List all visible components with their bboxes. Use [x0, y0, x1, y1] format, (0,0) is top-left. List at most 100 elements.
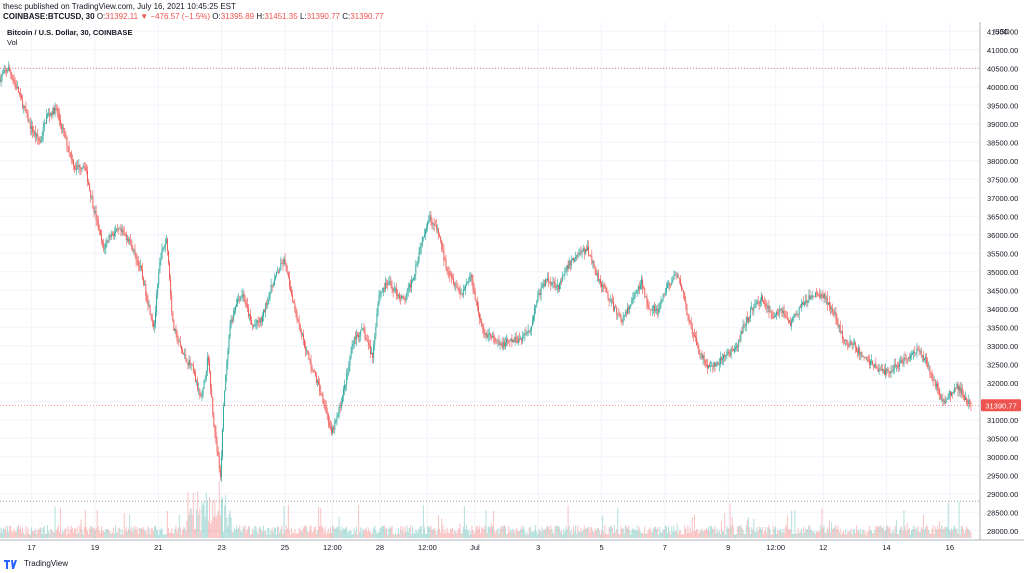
candle-body-660 — [712, 365, 714, 368]
candle-body-368 — [396, 294, 398, 296]
volume-bar-637 — [687, 525, 689, 538]
candle-body-787 — [849, 341, 851, 347]
volume-bar-491 — [529, 526, 531, 538]
candle-body-140 — [150, 314, 152, 319]
candle-body-124 — [133, 250, 135, 252]
volume-bar-154 — [165, 533, 167, 538]
candle-body-789 — [851, 342, 853, 346]
candle-body-815 — [879, 368, 881, 370]
candle-body-359 — [387, 283, 389, 286]
volume-bar-740 — [798, 532, 800, 538]
volume-bar-363 — [391, 525, 393, 538]
volume-bar-779 — [840, 534, 842, 538]
candle-body-382 — [412, 280, 414, 281]
volume-bar-344 — [371, 533, 373, 538]
candle-body-888 — [958, 386, 960, 391]
volume-bar-894 — [965, 530, 967, 538]
volume-bar-610 — [658, 534, 660, 538]
volume-bar-347 — [374, 525, 376, 538]
volume-bar-497 — [536, 531, 538, 538]
candle-body-430 — [463, 289, 465, 290]
candle-body-497 — [536, 301, 538, 306]
volume-bar-684 — [738, 526, 740, 538]
candle-body-587 — [633, 297, 635, 299]
candle-body-386 — [416, 264, 418, 266]
volume-bar-727 — [784, 527, 786, 538]
volume-bar-362 — [390, 527, 392, 538]
candle-body-835 — [901, 359, 903, 362]
volume-bar-370 — [399, 533, 401, 538]
volume-bar-665 — [717, 532, 719, 538]
candle-body-502 — [541, 286, 543, 288]
volume-bar-38 — [40, 527, 42, 538]
candle-body-111 — [119, 228, 121, 230]
volume-bar-40 — [42, 527, 44, 538]
volume-bar-50 — [53, 532, 55, 538]
candle-body-839 — [905, 358, 907, 359]
volume-bar-617 — [665, 526, 667, 538]
candle-body-616 — [664, 292, 666, 295]
volume-bar-434 — [468, 529, 470, 538]
open-label: O: — [96, 12, 106, 21]
volume-bar-373 — [402, 526, 404, 538]
volume-bar-661 — [713, 529, 715, 538]
candle-body-334 — [360, 329, 362, 337]
volume-bar-650 — [701, 528, 703, 538]
candle-body-511 — [551, 282, 553, 286]
volume-bar-394 — [425, 534, 427, 538]
volume-bar-37 — [39, 527, 41, 538]
candle-body-179 — [192, 365, 194, 372]
candle-body-189 — [203, 380, 205, 389]
volume-bar-57 — [61, 533, 63, 538]
candle-body-26 — [27, 113, 29, 123]
candle-body-703 — [758, 303, 760, 304]
candle-body-859 — [927, 363, 929, 368]
candle-body-732 — [790, 322, 792, 326]
candle-body-64 — [68, 147, 70, 153]
volume-bar-165 — [177, 528, 179, 538]
candle-body-831 — [897, 365, 898, 366]
candle-body-568 — [612, 301, 614, 311]
candle-body-711 — [767, 306, 769, 308]
x-tick-label-1: 19 — [91, 543, 99, 552]
candle-body-381 — [411, 280, 412, 288]
candle-body-707 — [763, 301, 765, 303]
candle-body-221 — [238, 299, 240, 300]
candle-body-463 — [499, 343, 501, 345]
candle-body-243 — [261, 316, 263, 322]
x-tick-label-15: 14 — [882, 543, 890, 552]
volume-bar-649 — [700, 529, 702, 538]
volume-bar-5 — [4, 525, 6, 538]
volume-bar-680 — [733, 534, 735, 538]
volume-bar-58 — [62, 529, 64, 538]
candle-body-244 — [263, 310, 264, 317]
volume-bar-152 — [163, 534, 165, 538]
volume-bar-137 — [147, 526, 149, 538]
volume-bar-889 — [959, 534, 961, 538]
volume-bar-869 — [938, 529, 940, 538]
volume-bar-780 — [841, 532, 843, 538]
candle-body-153 — [164, 243, 166, 247]
candle-body-895 — [966, 397, 968, 402]
candle-body-520 — [561, 281, 563, 282]
volume-bar-83 — [89, 528, 91, 538]
candle-body-484 — [522, 336, 524, 342]
volume-bar-268 — [288, 530, 290, 538]
candle-body-517 — [557, 285, 559, 290]
volume-bar-893 — [963, 533, 965, 538]
candle-body-837 — [903, 357, 905, 364]
candle-body-698 — [753, 307, 755, 311]
volume-bar-588 — [634, 529, 636, 538]
candle-body-686 — [740, 331, 742, 341]
volume-bar-418 — [450, 529, 452, 538]
volume-bar-349 — [376, 533, 378, 538]
volume-bar-448 — [483, 530, 485, 538]
candle-body-777 — [838, 325, 840, 327]
volume-bar-865 — [933, 534, 935, 538]
candle-body-112 — [120, 228, 122, 232]
x-tick-label-12: 9 — [726, 543, 730, 552]
volume-bar-34 — [36, 533, 38, 538]
volume-bar-196 — [211, 520, 213, 538]
volume-bar-194 — [209, 497, 211, 538]
